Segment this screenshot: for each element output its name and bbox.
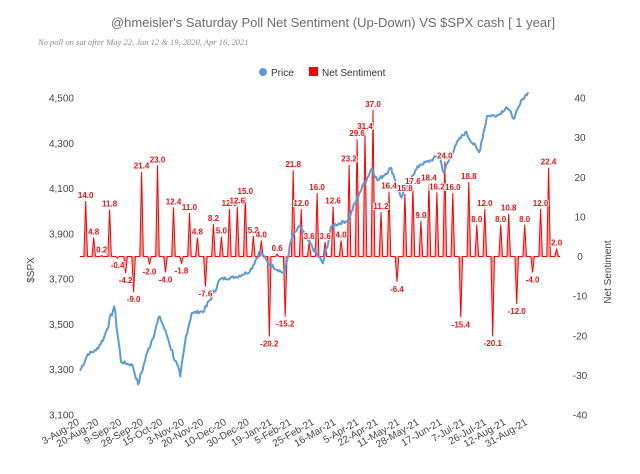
right-tick-label: 10 — [574, 212, 586, 223]
sentiment-data-label: 8.0 — [495, 215, 507, 224]
sentiment-data-label: 17.6 — [405, 177, 421, 186]
sentiment-data-label: 15.0 — [238, 187, 254, 196]
left-tick-label: 4,300 — [49, 139, 74, 150]
sentiment-data-label: 11.8 — [102, 200, 118, 209]
left-tick-label: 4,100 — [49, 184, 74, 195]
right-tick-label: -30 — [573, 371, 588, 382]
sentiment-data-label: -7.6 — [199, 290, 213, 299]
sentiment-data-label: 11.2 — [373, 202, 389, 211]
right-tick-label: 40 — [574, 94, 586, 105]
sentiment-data-label: 21.8 — [285, 160, 301, 169]
sentiment-data-label: 12.6 — [325, 197, 341, 206]
legend: Price Net Sentiment — [259, 67, 386, 79]
right-tick-label: -40 — [573, 411, 588, 422]
sentiment-data-label: 23.2 — [341, 155, 357, 164]
sentiment-data-label: -1.8 — [175, 267, 189, 276]
sentiment-data-label: 4.0 — [336, 231, 348, 240]
legend-price-label: Price — [271, 68, 294, 79]
sentiment-data-label: -9.0 — [127, 295, 141, 304]
sentiment-data-label: 0.6 — [272, 244, 284, 253]
price-series — [79, 91, 530, 386]
sentiment-data-label: 12.0 — [533, 199, 549, 208]
sentiment-data-label: 3.6 — [320, 232, 332, 241]
sentiment-data-label: -15.2 — [276, 320, 295, 329]
right-tick-label: -10 — [573, 292, 588, 303]
sentiment-data-label: -4.0 — [159, 275, 173, 284]
sentiment-data-label: 22.4 — [541, 158, 557, 167]
sentiment-area — [80, 109, 560, 337]
sentiment-data-label: 0.2 — [96, 246, 108, 255]
sentiment-data-label: -12.0 — [508, 307, 527, 316]
sentiment-data-label: 12.0 — [477, 199, 493, 208]
chart-title: @hmeisler's Saturday Poll Net Sentiment … — [111, 15, 555, 30]
sentiment-data-label: 8.0 — [519, 215, 531, 224]
sentiment-data-label: 14.0 — [78, 191, 94, 200]
legend-sentiment-marker — [309, 67, 318, 76]
sentiment-data-label: 9.0 — [415, 211, 427, 220]
sentiment-labels: 14.0 4.8 0.2 11.8 -0.4 -4.2 -9.0 21.4 -2.0 23.0 -4… — [77, 99, 564, 350]
sentiment-data-label: 4.8 — [88, 228, 100, 237]
sentiment-data-label: 18.8 — [461, 172, 477, 181]
sentiment-data-label: 29.6 — [349, 129, 365, 138]
sentiment-data-label: -20.1 — [484, 339, 503, 348]
sentiment-data-label: 5.0 — [216, 227, 228, 236]
left-axis: 3,100 3,300 3,500 3,700 3,900 4,100 4,300 4,500 — [49, 94, 74, 422]
right-axis: -40 -30 -20 -10 0 10 20 30 40 — [573, 94, 588, 422]
sentiment-data-label: 12.0 — [222, 199, 238, 208]
sentiment-data-label: 23.0 — [150, 155, 166, 164]
sentiment-data-label: 11.0 — [182, 203, 198, 212]
sentiment-data-label: 21.4 — [134, 162, 150, 171]
legend-sentiment-label: Net Sentiment — [322, 68, 386, 79]
sentiment-data-label: 5.2 — [248, 226, 260, 235]
sentiment-data-label: 16.0 — [309, 183, 325, 192]
sentiment-data-label: 8.2 — [208, 214, 220, 223]
sentiment-data-label: 2.0 — [551, 239, 563, 248]
left-tick-label: 4,500 — [49, 94, 74, 105]
sentiment-series — [80, 109, 560, 337]
chart-subtitle: No poll on sat after May 22, Jun 12 & 19… — [37, 37, 248, 47]
sentiment-data-label: 24.0 — [437, 151, 453, 160]
left-tick-label: 3,500 — [49, 320, 74, 331]
right-tick-label: 20 — [574, 173, 586, 184]
left-tick-label: 3,700 — [49, 275, 74, 286]
left-tick-label: 3,300 — [49, 365, 74, 376]
sentiment-data-label: 18.4 — [421, 174, 437, 183]
right-tick-label: 30 — [574, 133, 586, 144]
sentiment-line — [80, 109, 560, 337]
sentiment-data-label: 12.0 — [293, 199, 309, 208]
left-tick-label: 3,100 — [49, 411, 74, 422]
sentiment-data-label: 8.0 — [471, 215, 483, 224]
sentiment-data-label: 15.8 — [397, 184, 413, 193]
sentiment-data-label: 16.0 — [445, 183, 461, 192]
sentiment-data-label: -4.0 — [526, 275, 540, 284]
sentiment-data-label: 31.4 — [357, 122, 373, 131]
sentiment-data-label: 16.2 — [429, 182, 445, 191]
sentiment-data-label: 12.4 — [166, 197, 182, 206]
sentiment-data-label: -6.4 — [390, 285, 404, 294]
right-axis-title: Net Sentiment — [603, 240, 614, 304]
sentiment-data-label: 16.4 — [381, 182, 397, 191]
x-axis: 3-Aug-2020-Aug-209-Sep-2028-Sep-2015-Oct… — [40, 417, 530, 451]
price-line — [79, 91, 530, 386]
right-tick-label: -20 — [573, 331, 588, 342]
sentiment-data-label: -20.2 — [260, 340, 279, 349]
sentiment-data-label: -2.0 — [143, 267, 157, 276]
legend-price-marker — [259, 68, 267, 76]
sentiment-data-label: -0.4 — [111, 261, 125, 270]
sentiment-data-label: -15.4 — [452, 321, 471, 330]
sentiment-data-label: -4.2 — [119, 276, 133, 285]
sentiment-data-label: 10.8 — [501, 204, 517, 213]
sentiment-data-label: 12.6 — [230, 197, 246, 206]
left-axis-title: $SPX — [26, 257, 37, 283]
sentiment-data-label: 37.0 — [365, 100, 381, 109]
right-tick-label: 0 — [577, 252, 583, 263]
sentiment-data-label: 4.0 — [256, 231, 268, 240]
sentiment-data-label: 3.6 — [304, 232, 316, 241]
left-tick-label: 3,900 — [49, 229, 74, 240]
sentiment-data-label: 4.8 — [192, 228, 204, 237]
